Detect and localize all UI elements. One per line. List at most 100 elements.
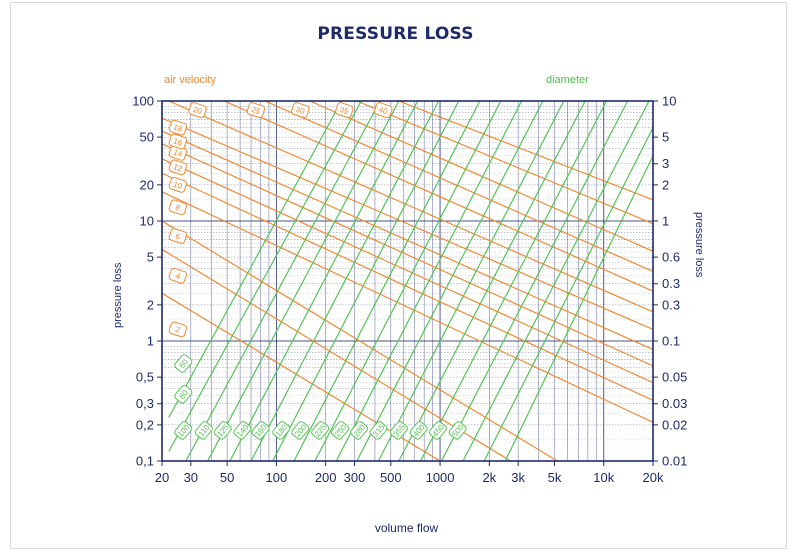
air-velocity-line [398,101,653,201]
air-velocity-badge-text: 8 [174,203,182,213]
diameter-badge: 450 [428,421,447,440]
air-velocity-badge: 35 [335,102,354,118]
diameter-badge-box [448,421,467,440]
air-velocity-badge: 16 [168,133,188,150]
air-velocity-badge-box [168,228,188,244]
diameter-label: diameter [546,74,589,86]
diameter-line [335,101,523,461]
diameter-badge-box [233,421,252,440]
air-velocity-line [162,143,653,367]
air-velocity-badge-box [168,159,188,176]
air-velocity-badge: 18 [168,119,188,136]
diameter-line [168,101,343,418]
x-tick-label: 10k [593,470,614,485]
air-velocity-badge: 2 [168,321,188,338]
diameter-badge-box [194,421,213,440]
x-tick-label: 20 [155,470,169,485]
y-right-tick-label: 3 [662,156,669,171]
diameter-badge: 140 [233,421,252,440]
air-velocity-badge-text: 35 [339,105,351,116]
air-velocity-badge-box [168,133,188,150]
diameter-badge: 110 [194,421,213,440]
chart-frame [10,2,787,549]
diameter-badge-box [350,421,369,440]
y-left-tick-label: 0,2 [136,417,154,432]
y-right-tick-label: 2 [662,177,669,192]
air-velocity-badge-box [374,102,393,118]
air-velocity-line [162,191,653,423]
air-velocity-badge: 6 [168,228,188,244]
diameter-badge: 225 [311,421,330,440]
y-right-tick-label: 0.02 [662,417,687,432]
diameter-line [483,127,653,461]
x-tick-label: 1000 [426,470,455,485]
air-velocity-line [168,101,653,313]
air-velocity-badge-box [291,102,310,118]
y-right-tick-label: 0.6 [662,250,680,265]
y-left-tick-label: 5 [147,250,154,265]
air-velocity-badge-box [246,102,266,118]
air-velocity-line [264,101,653,272]
air-velocity-badge-box [168,176,188,193]
diameter-badge: 160 [251,421,270,440]
x-tick-label: 50 [220,470,234,485]
diameter-line [272,101,460,461]
diameter-line [250,101,440,461]
diameter-badge: 280 [350,421,369,440]
diameter-badge: 80 [174,384,193,404]
y-right-tick-label: 0.3 [662,297,680,312]
x-axis-label: volume flow [374,521,439,535]
air-velocity-badge-text: 16 [172,136,184,147]
x-tick-label: 5k [548,470,562,485]
diameter-badge-box [369,421,388,440]
air-velocity-badge: 4 [168,267,188,284]
y-left-tick-label: 2 [147,297,154,312]
diameter-line [356,101,544,461]
air-velocity-badge: 40 [374,102,393,118]
diameter-badge: 250 [331,421,350,440]
air-velocity-badge-text: 40 [378,105,390,116]
air-velocity-line [162,158,653,384]
diameter-badge: 100 [174,421,193,440]
air-velocity-badge-text: 2 [174,325,182,335]
diameter-line [504,155,653,461]
air-velocity-badge-text: 25 [250,105,262,116]
x-tick-label: 200 [315,470,337,485]
y-right-tick-label: 10 [662,94,676,109]
diameter-badge: 355 [389,421,408,440]
x-tick-label: 20k [643,470,664,485]
air-velocity-badge: 10 [168,176,188,193]
air-velocity-badge: 20 [188,102,207,118]
diameter-badge: 315 [369,421,388,440]
plot-border [161,100,654,462]
air-velocity-line [162,248,511,461]
x-tick-label: 500 [380,470,402,485]
diameter-badge: 125 [213,421,232,440]
air-velocity-badge-box [168,199,188,216]
x-tick-label: 30 [184,470,198,485]
diameter-line [440,101,629,461]
diameter-badge: 60 [174,354,193,373]
air-velocity-badge-text: 20 [192,105,204,116]
diameter-badge-box [331,421,350,440]
diameter-badge-box [174,384,193,404]
y-left-tick-label: 0,5 [136,370,154,385]
air-velocity-line [162,220,558,461]
y-right-tick-label: 0.3 [662,276,680,291]
y-left-tick-label: 1 [147,334,154,349]
x-tick-label: 300 [344,470,366,485]
air-velocity-line [356,101,653,225]
y-left-tick-label: 100 [132,94,154,109]
diameter-badge-box [174,354,193,373]
diameter-badge: 180 [272,421,291,440]
air-velocity-badge-text: 6 [174,232,182,242]
diameter-badge-box [428,421,447,440]
y-left-tick-label: 20 [140,177,154,192]
y-right-tick-label: 0.1 [662,334,680,349]
air-velocity-line [223,101,653,292]
x-tick-label: 3k [511,470,525,485]
diameter-badge-box [174,421,193,440]
y-left-tick-label: 0,1 [136,454,154,469]
diameter-line [293,101,481,461]
diameter-line [420,101,608,461]
